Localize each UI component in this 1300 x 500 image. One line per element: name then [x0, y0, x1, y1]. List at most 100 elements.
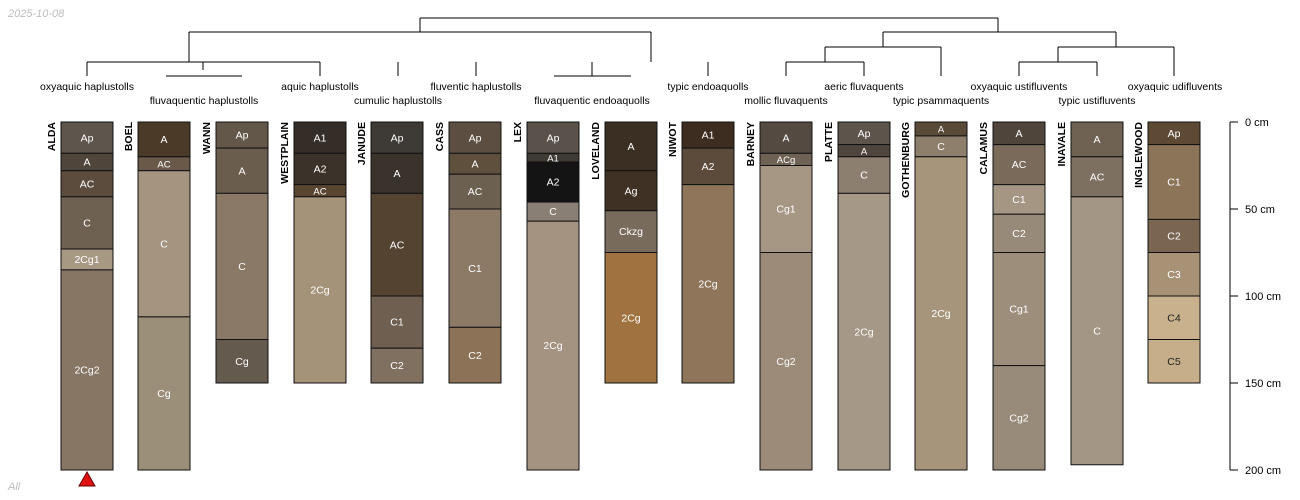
horizon-label: C — [83, 218, 91, 230]
horizon-label: Cg — [235, 356, 249, 368]
taxon-label: aeric fluvaquents — [824, 81, 903, 93]
horizon-cg2 — [992, 365, 1046, 471]
taxon-label: oxyaquic haplustolls — [40, 81, 134, 93]
profile-name: BARNEY — [745, 122, 757, 166]
horizon-label: C — [160, 238, 168, 250]
horizon-a — [1070, 121, 1124, 158]
horizon-label: C — [860, 170, 868, 182]
horizon-ap — [448, 121, 502, 154]
horizon-label: C1 — [1167, 177, 1181, 189]
horizon-label: AC — [1090, 171, 1105, 183]
horizon-label: 2Cg — [698, 278, 717, 290]
horizon-label: C — [937, 141, 945, 153]
horizon-label: Ap — [236, 130, 249, 142]
profile-loveland: LOVELAND A Ag Ckzg 2Cg — [590, 121, 658, 384]
horizon-label: C4 — [1167, 312, 1181, 324]
horizon-c1 — [992, 184, 1046, 215]
horizon-label: Ag — [625, 185, 638, 197]
horizon-2cg — [604, 252, 658, 384]
horizon-label: A1 — [314, 132, 327, 144]
horizon-cg — [215, 339, 269, 384]
horizon-ac — [1070, 156, 1124, 198]
marker-layer — [78, 470, 96, 487]
horizon-label: A — [471, 158, 478, 170]
horizon-label: Ap — [547, 132, 560, 144]
horizon-ckzg — [604, 210, 658, 254]
horizon-label: C1 — [468, 263, 482, 275]
horizon-label: A — [393, 168, 400, 180]
horizon-label: Cg2 — [1009, 412, 1028, 424]
profile-name: INGLEWOOD — [1133, 122, 1145, 188]
horizon-label: 2Cg — [931, 308, 950, 320]
horizon-a — [370, 152, 424, 194]
horizon-label: AC — [80, 178, 95, 190]
horizon-2cg — [914, 156, 968, 471]
horizon-label: A — [83, 157, 90, 169]
horizon-cg1 — [759, 165, 813, 253]
profile-barney: BARNEY A ACg Cg1 Cg2 — [745, 121, 813, 471]
date-stamp: 2025-10-08 — [8, 8, 65, 20]
horizon-label: C — [1093, 325, 1101, 337]
horizon-label: Cg2 — [776, 356, 795, 368]
horizon-label: Ap — [1168, 128, 1181, 140]
horizon-label: AC — [313, 186, 326, 197]
horizon-ap — [60, 121, 114, 154]
axis-tick-label: 50 cm — [1245, 204, 1275, 216]
horizon-a2 — [526, 161, 580, 203]
horizon-label: 2Cg — [310, 285, 329, 297]
horizon-label: Ap — [81, 132, 94, 144]
horizon-label: A — [938, 125, 945, 136]
profile-name: ALDA — [46, 122, 58, 152]
dendrogram — [86, 17, 1175, 77]
profile-name: CALAMUS — [978, 122, 990, 175]
horizon-c1 — [448, 208, 502, 328]
taxon-label: typic endoaquolls — [667, 81, 748, 93]
profile-name: LOVELAND — [590, 122, 602, 180]
horizon-ac — [60, 170, 114, 198]
horizon-c1 — [370, 295, 424, 349]
horizon-label: ACg — [777, 155, 795, 166]
profile-lex: LEX Ap A1 A2 C 2Cg — [512, 121, 580, 471]
profile-platte: PLATTE Ap A C 2Cg — [823, 121, 891, 471]
profile-name: WESTPLAIN — [279, 122, 291, 184]
horizon-ap — [526, 121, 580, 154]
horizon-label: A — [627, 141, 634, 153]
horizon-c2 — [370, 347, 424, 384]
horizon-a2 — [681, 147, 735, 186]
horizon-c5 — [1147, 339, 1201, 384]
profile-name: JANUDE — [356, 122, 368, 165]
horizon-c2 — [992, 213, 1046, 253]
taxon-label: fluventic haplustolls — [430, 81, 521, 93]
axis-tick-label: 0 cm — [1245, 117, 1269, 129]
profile-name: CASS — [434, 122, 446, 151]
horizon-label: A1 — [547, 153, 559, 164]
horizon-label: A — [238, 165, 245, 177]
profile-wann: WANN Ap A C Cg — [201, 121, 269, 384]
horizon-label: Ap — [469, 132, 482, 144]
horizon-a — [137, 121, 191, 158]
horizon-c — [137, 170, 191, 318]
profile-name: GOTHENBURG — [900, 122, 912, 198]
horizon-label: 2Cg2 — [74, 365, 99, 377]
horizon-label: AC — [157, 159, 170, 170]
profile-westplain: WESTPLAIN A1 A2 AC 2Cg — [279, 121, 347, 384]
horizon-label: 2Cg — [854, 326, 873, 338]
horizon-c — [215, 192, 269, 340]
taxon-label: mollic fluvaquents — [744, 95, 827, 107]
taxon-label: fluvaquentic endoaquolls — [534, 95, 650, 107]
profile-name: INAVALE — [1056, 122, 1068, 167]
horizon-label: A — [1015, 128, 1022, 140]
horizon-label: A — [160, 134, 167, 146]
profile-inglewood: INGLEWOOD Ap C1 C2 C3 C4 C5 — [1133, 121, 1201, 384]
horizon-c3 — [1147, 252, 1201, 297]
horizon-label: AC — [468, 186, 483, 198]
horizon-label: C — [549, 206, 557, 218]
horizon-label: C2 — [1012, 228, 1026, 240]
profile-gothenburg: GOTHENBURG AC 2Cg — [900, 121, 968, 471]
taxon-label: fluvaquentic haplustolls — [150, 95, 259, 107]
horizon-label: AC — [1012, 159, 1027, 171]
taxonomy-labels: oxyaquic haplustolls fluvaquentic haplust… — [40, 81, 1222, 107]
horizon-label: Cg1 — [1009, 304, 1028, 316]
profile-janude: JANUDE Ap A AC C1 C2 — [356, 121, 424, 384]
